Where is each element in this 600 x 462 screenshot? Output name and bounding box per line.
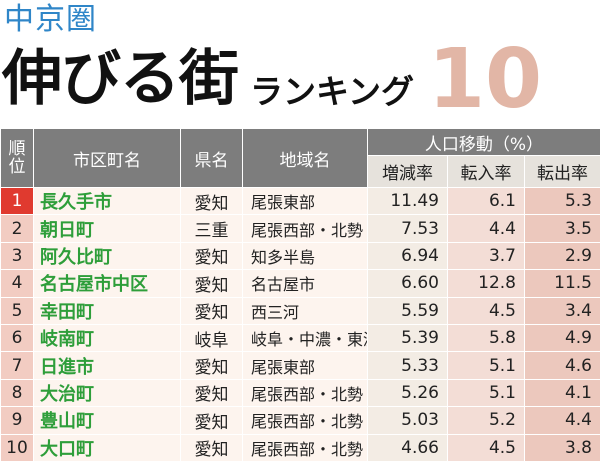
- outflow-rate: 2.9: [524, 241, 600, 271]
- header-city: 市区町名: [33, 128, 181, 188]
- area-name: 岐阜・中濃・東濃: [242, 323, 368, 353]
- header-migration: 人口移動（%）: [367, 128, 600, 156]
- table-row: 1 長久手市 愛知 尾張東部 11.49 6.1 5.3: [0, 186, 600, 216]
- prefecture: 三重: [180, 214, 243, 243]
- inflow-rate: 5.1: [447, 378, 525, 408]
- increase-rate: 11.49: [367, 186, 448, 216]
- rank-cell: 2: [0, 214, 34, 243]
- table-row: 5 幸田町 愛知 西三河 5.59 4.5 3.4: [0, 296, 600, 325]
- city-name: 阿久比町: [33, 241, 181, 271]
- area-name: 尾張東部: [242, 186, 368, 216]
- outflow-rate: 5.3: [524, 186, 600, 216]
- city-name: 幸田町: [33, 296, 181, 325]
- outflow-rate: 4.4: [524, 406, 600, 435]
- inflow-rate: 4.4: [447, 214, 525, 243]
- city-name: 岐南町: [33, 323, 181, 353]
- inflow-rate: 6.1: [447, 186, 525, 216]
- outflow-rate: 4.9: [524, 323, 600, 353]
- page-title: 伸びる街: [2, 44, 239, 114]
- rank-cell: 3: [0, 241, 34, 271]
- increase-rate: 7.53: [367, 214, 448, 243]
- area-name: 知多半島: [242, 241, 368, 271]
- prefecture: 愛知: [180, 406, 243, 435]
- table-row: 6 岐南町 岐阜 岐阜・中濃・東濃 5.39 5.8 4.9: [0, 323, 600, 353]
- area-name: 尾張東部: [242, 351, 368, 380]
- city-name: 大治町: [33, 378, 181, 408]
- area-name: 西三河: [242, 296, 368, 325]
- prefecture: 愛知: [180, 351, 243, 380]
- increase-rate: 4.66: [367, 433, 448, 462]
- table-row: 8 大治町 愛知 尾張西部・北勢 5.26 5.1 4.1: [0, 378, 600, 408]
- prefecture: 愛知: [180, 433, 243, 462]
- inflow-rate: 5.8: [447, 323, 525, 353]
- increase-rate: 5.39: [367, 323, 448, 353]
- rank-cell: 7: [0, 351, 34, 380]
- ranking-table: 順 位 市区町名 県名 地域名 人口移動（%） 増減率 転入率 転出率 1 長久手…: [0, 128, 600, 462]
- header-rank-line2: 位: [8, 157, 26, 177]
- prefecture: 愛知: [180, 269, 243, 298]
- table-row: 4 名古屋市中区 愛知 名古屋市 6.60 12.8 11.5: [0, 269, 600, 298]
- outflow-rate: 3.8: [524, 433, 600, 462]
- header-increase: 増減率: [367, 155, 448, 188]
- area-name: 尾張西部・北勢: [242, 214, 368, 243]
- increase-rate: 6.60: [367, 269, 448, 298]
- inflow-rate: 3.7: [447, 241, 525, 271]
- increase-rate: 5.33: [367, 351, 448, 380]
- prefecture: 愛知: [180, 241, 243, 271]
- city-name: 大口町: [33, 433, 181, 462]
- prefecture: 愛知: [180, 378, 243, 408]
- table-row: 3 阿久比町 愛知 知多半島 6.94 3.7 2.9: [0, 241, 600, 271]
- inflow-rate: 5.2: [447, 406, 525, 435]
- city-name: 日進市: [33, 351, 181, 380]
- table-row: 9 豊山町 愛知 尾張西部・北勢 5.03 5.2 4.4: [0, 406, 600, 435]
- page-subtitle: ランキング: [250, 72, 415, 111]
- rank-cell: 5: [0, 296, 34, 325]
- inflow-rate: 12.8: [447, 269, 525, 298]
- ranking-count: 10: [428, 32, 543, 127]
- area-name: 尾張西部・北勢: [242, 433, 368, 462]
- inflow-rate: 4.5: [447, 433, 525, 462]
- outflow-rate: 11.5: [524, 269, 600, 298]
- inflow-rate: 5.1: [447, 351, 525, 380]
- outflow-rate: 4.1: [524, 378, 600, 408]
- header-inflow: 転入率: [447, 155, 525, 188]
- city-name: 豊山町: [33, 406, 181, 435]
- rank-cell: 4: [0, 269, 34, 298]
- header-area: 地域名: [242, 128, 368, 188]
- table-row: 2 朝日町 三重 尾張西部・北勢 7.53 4.4 3.5: [0, 214, 600, 243]
- area-name: 尾張西部・北勢: [242, 378, 368, 408]
- city-name: 名古屋市中区: [33, 269, 181, 298]
- region-label: 中京圏: [4, 2, 97, 37]
- header-rank-line1: 順: [8, 139, 26, 159]
- rank-cell: 1: [0, 186, 34, 216]
- prefecture: 愛知: [180, 296, 243, 325]
- inflow-rate: 4.5: [447, 296, 525, 325]
- rank-cell: 9: [0, 406, 34, 435]
- outflow-rate: 3.4: [524, 296, 600, 325]
- city-name: 長久手市: [33, 186, 181, 216]
- table-row: 7 日進市 愛知 尾張東部 5.33 5.1 4.6: [0, 351, 600, 380]
- header-pref: 県名: [180, 128, 243, 188]
- prefecture: 愛知: [180, 186, 243, 216]
- rank-cell: 8: [0, 378, 34, 408]
- area-name: 尾張西部・北勢: [242, 406, 368, 435]
- increase-rate: 5.59: [367, 296, 448, 325]
- outflow-rate: 3.5: [524, 214, 600, 243]
- table-row: 10 大口町 愛知 尾張西部・北勢 4.66 4.5 3.8: [0, 433, 600, 462]
- increase-rate: 5.26: [367, 378, 448, 408]
- header-outflow: 転出率: [524, 155, 600, 188]
- increase-rate: 6.94: [367, 241, 448, 271]
- rank-cell: 10: [0, 433, 34, 462]
- increase-rate: 5.03: [367, 406, 448, 435]
- rank-cell: 6: [0, 323, 34, 353]
- outflow-rate: 4.6: [524, 351, 600, 380]
- header-rank: 順 位: [0, 128, 34, 188]
- area-name: 名古屋市: [242, 269, 368, 298]
- prefecture: 岐阜: [180, 323, 243, 353]
- city-name: 朝日町: [33, 214, 181, 243]
